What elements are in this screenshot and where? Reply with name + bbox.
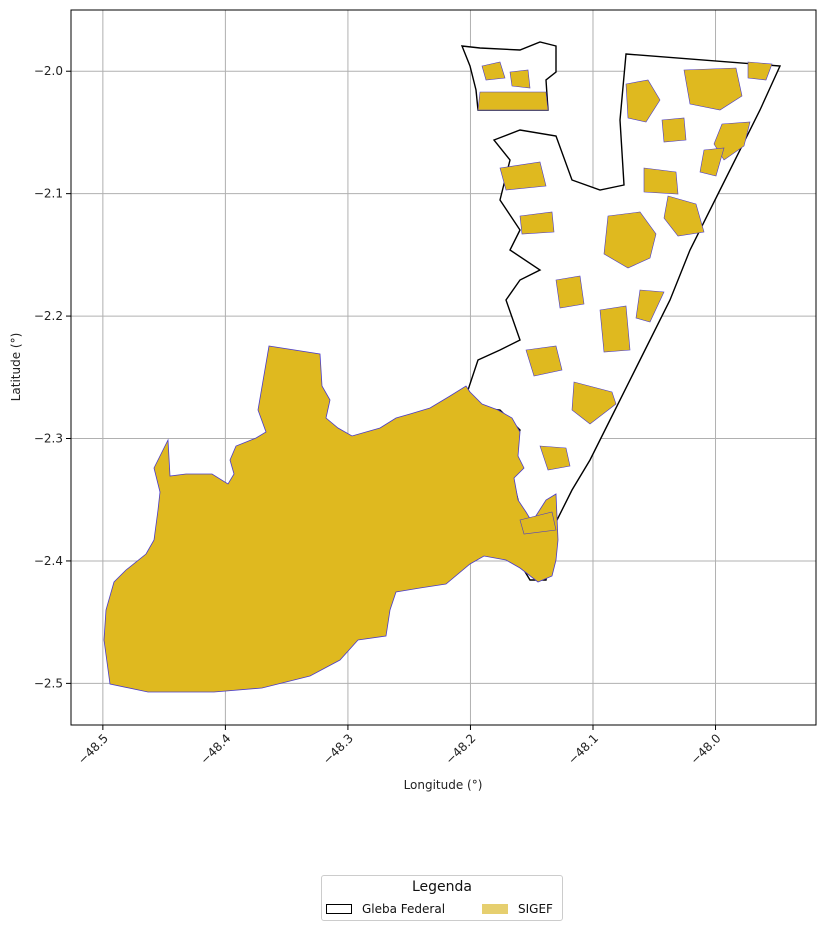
y-tick-label: −2.0 [34, 64, 63, 78]
sigef-main-parcel [103, 345, 559, 693]
legend: Legenda Gleba Federal SIGEF [321, 875, 563, 921]
legend-swatch-sigef [482, 904, 508, 914]
legend-swatch-gleba [326, 904, 352, 914]
y-tick-label: −2.2 [34, 309, 63, 323]
y-tick-label: −2.3 [34, 432, 63, 446]
y-tick-label: −2.4 [34, 554, 63, 568]
legend-item-gleba: Gleba Federal [326, 902, 445, 916]
plot-frame [70, 9, 817, 726]
y-tick-label: −2.5 [34, 676, 63, 690]
y-axis-label: Latitude (°) [9, 333, 23, 402]
x-axis-label: Longitude (°) [404, 778, 483, 792]
legend-label-gleba: Gleba Federal [362, 902, 446, 916]
y-tick-label: −2.1 [34, 187, 63, 201]
legend-title: Legenda [411, 879, 472, 895]
legend-item-sigef: SIGEF [482, 902, 553, 916]
sigef-layer [103, 61, 773, 693]
legend-label-sigef: SIGEF [518, 902, 553, 916]
y-ticks: −2.0 −2.1 −2.2 −2.3 −2.4 −2.5 [34, 64, 71, 690]
